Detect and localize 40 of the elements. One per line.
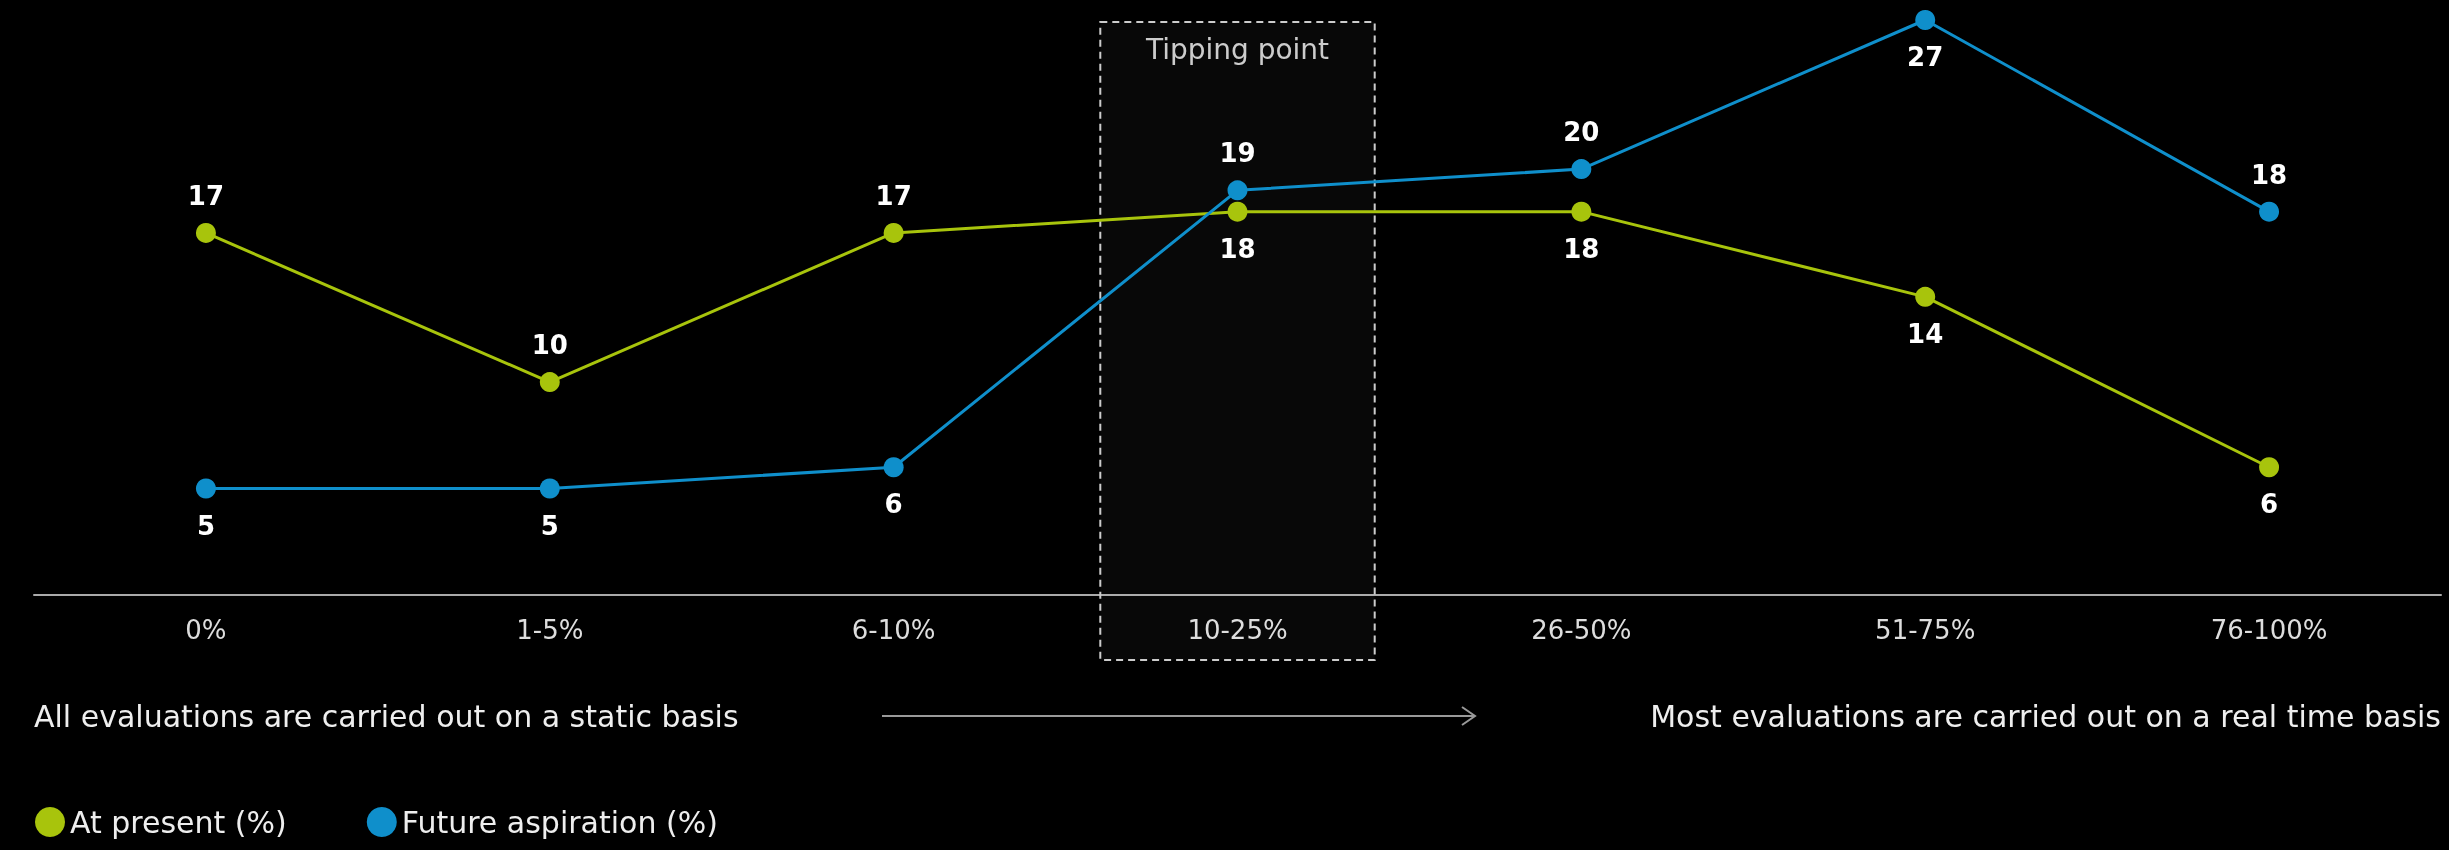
data-label: 10 <box>531 330 568 361</box>
point <box>1227 180 1248 201</box>
point <box>539 372 560 393</box>
point <box>2259 457 2280 478</box>
data-label: 18 <box>2250 159 2288 190</box>
data-label: 17 <box>875 180 912 211</box>
x-tick-label: 10-25% <box>1187 615 1288 645</box>
x-tick-label: 6-10% <box>851 615 936 645</box>
text: All evaluations are carried out on a static basis <box>34 698 739 734</box>
band-label: Tipping point <box>1144 32 1330 66</box>
point <box>1915 286 1936 307</box>
point <box>1571 201 1592 222</box>
data-label: 27 <box>1907 42 1944 72</box>
x-tick-label: 51-75% <box>1875 615 1976 645</box>
point <box>883 457 904 478</box>
x-tick-label: 0% <box>185 615 227 645</box>
data-label: 6 <box>2260 489 2279 520</box>
x-tick-label: 1-5% <box>516 615 584 645</box>
data-label: 18 <box>1219 233 1256 264</box>
legend-label: At present (%) <box>70 804 287 840</box>
text: Most evaluations are carried out on a real time basis <box>1650 698 2441 734</box>
point <box>539 478 560 499</box>
point <box>1571 159 1592 180</box>
data-label: 18 <box>1563 233 1600 264</box>
x-tick-label: 26-50% <box>1531 615 1632 645</box>
point <box>195 222 216 243</box>
point <box>195 478 216 499</box>
data-label: 17 <box>187 180 225 211</box>
point <box>1227 201 1248 222</box>
data-label: 14 <box>1907 318 1944 349</box>
data-label: 5 <box>540 510 559 541</box>
data-label: 20 <box>1563 117 1600 148</box>
point <box>1915 10 1936 30</box>
legend-label: Future aspiration (%) <box>401 804 718 840</box>
data-label: 5 <box>196 510 215 541</box>
x-tick-label: 76-100% <box>2210 615 2328 645</box>
point <box>2259 201 2280 222</box>
data-label: 6 <box>884 489 903 520</box>
data-label: 19 <box>1219 138 1256 169</box>
point <box>883 222 904 243</box>
